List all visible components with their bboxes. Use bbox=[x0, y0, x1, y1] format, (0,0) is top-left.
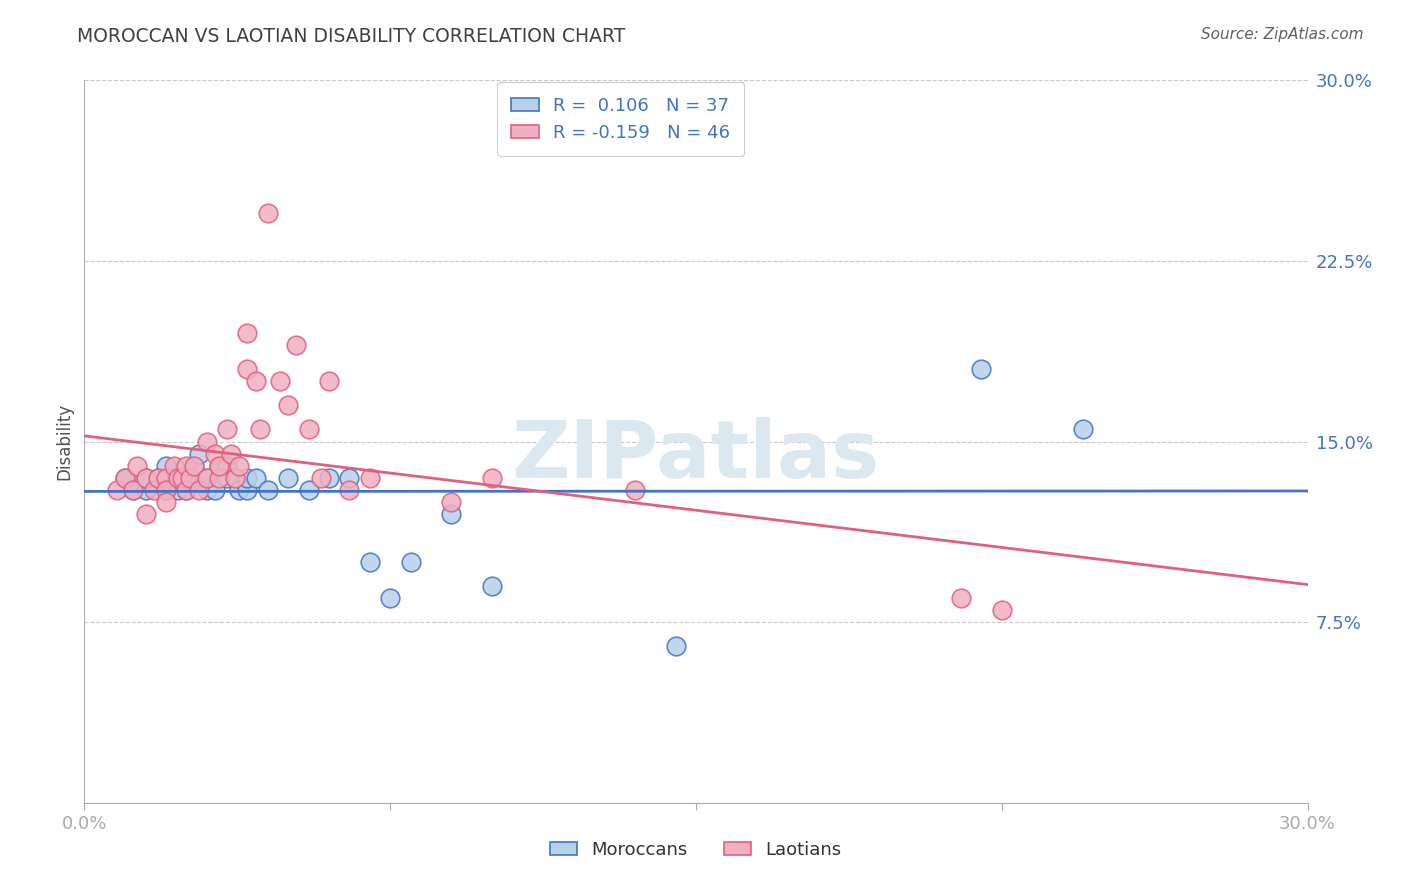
Point bbox=[183, 458, 205, 473]
Point bbox=[204, 483, 226, 497]
Point bbox=[122, 483, 145, 497]
Point bbox=[155, 483, 177, 497]
Point bbox=[309, 470, 332, 484]
Point bbox=[167, 470, 190, 484]
Point bbox=[114, 470, 136, 484]
Point bbox=[228, 458, 250, 473]
Point bbox=[1073, 422, 1095, 436]
Point bbox=[245, 374, 267, 388]
Point bbox=[665, 639, 688, 653]
Point bbox=[236, 483, 259, 497]
Point bbox=[142, 483, 165, 497]
Point bbox=[155, 470, 177, 484]
Point bbox=[174, 483, 197, 497]
Point bbox=[163, 458, 186, 473]
Point bbox=[440, 507, 463, 521]
Point bbox=[318, 374, 340, 388]
Point bbox=[195, 483, 218, 497]
Point bbox=[257, 483, 280, 497]
Point bbox=[135, 470, 157, 484]
Point bbox=[187, 483, 209, 497]
Point bbox=[155, 458, 177, 473]
Point bbox=[481, 470, 503, 484]
Point bbox=[228, 483, 250, 497]
Text: Source: ZipAtlas.com: Source: ZipAtlas.com bbox=[1201, 27, 1364, 42]
Point bbox=[114, 470, 136, 484]
Point bbox=[950, 591, 973, 605]
Point bbox=[135, 507, 157, 521]
Point bbox=[245, 470, 267, 484]
Point bbox=[298, 483, 321, 497]
Point bbox=[481, 579, 503, 593]
Point bbox=[991, 603, 1014, 617]
Point bbox=[217, 422, 239, 436]
Point bbox=[219, 446, 242, 460]
Point bbox=[155, 483, 177, 497]
Point bbox=[174, 483, 197, 497]
Point bbox=[135, 483, 157, 497]
Point bbox=[146, 470, 169, 484]
Point bbox=[163, 470, 186, 484]
Point bbox=[359, 555, 381, 569]
Point bbox=[399, 555, 422, 569]
Legend: Moroccans, Laotians: Moroccans, Laotians bbox=[543, 834, 849, 866]
Point bbox=[135, 470, 157, 484]
Point bbox=[208, 458, 231, 473]
Point bbox=[236, 470, 259, 484]
Point bbox=[146, 470, 169, 484]
Point bbox=[217, 458, 239, 473]
Point bbox=[122, 483, 145, 497]
Point bbox=[236, 362, 259, 376]
Point bbox=[217, 470, 239, 484]
Point bbox=[195, 470, 218, 484]
Point bbox=[224, 470, 246, 484]
Point bbox=[204, 446, 226, 460]
Point bbox=[195, 434, 218, 449]
Y-axis label: Disability: Disability bbox=[55, 403, 73, 480]
Point bbox=[179, 470, 201, 484]
Point bbox=[624, 483, 647, 497]
Point bbox=[195, 470, 218, 484]
Point bbox=[172, 470, 194, 484]
Point bbox=[269, 374, 291, 388]
Point bbox=[318, 470, 340, 484]
Point bbox=[174, 470, 197, 484]
Point bbox=[224, 470, 246, 484]
Point bbox=[127, 458, 149, 473]
Point bbox=[183, 458, 205, 473]
Point bbox=[440, 494, 463, 508]
Point bbox=[970, 362, 993, 376]
Point bbox=[339, 483, 361, 497]
Point bbox=[380, 591, 402, 605]
Point bbox=[359, 470, 381, 484]
Point bbox=[105, 483, 128, 497]
Point bbox=[277, 398, 299, 412]
Point bbox=[208, 470, 231, 484]
Point bbox=[249, 422, 271, 436]
Point bbox=[277, 470, 299, 484]
Point bbox=[285, 338, 308, 352]
Point bbox=[167, 483, 190, 497]
Point bbox=[236, 326, 259, 340]
Point bbox=[257, 205, 280, 219]
Point bbox=[174, 458, 197, 473]
Text: MOROCCAN VS LAOTIAN DISABILITY CORRELATION CHART: MOROCCAN VS LAOTIAN DISABILITY CORRELATI… bbox=[77, 27, 626, 45]
Point bbox=[187, 446, 209, 460]
Point bbox=[298, 422, 321, 436]
Point bbox=[208, 458, 231, 473]
Point bbox=[339, 470, 361, 484]
Point bbox=[155, 494, 177, 508]
Text: ZIPatlas: ZIPatlas bbox=[512, 417, 880, 495]
